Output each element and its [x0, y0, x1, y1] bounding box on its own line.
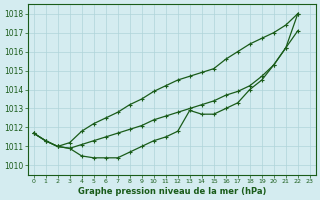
X-axis label: Graphe pression niveau de la mer (hPa): Graphe pression niveau de la mer (hPa) [77, 187, 266, 196]
